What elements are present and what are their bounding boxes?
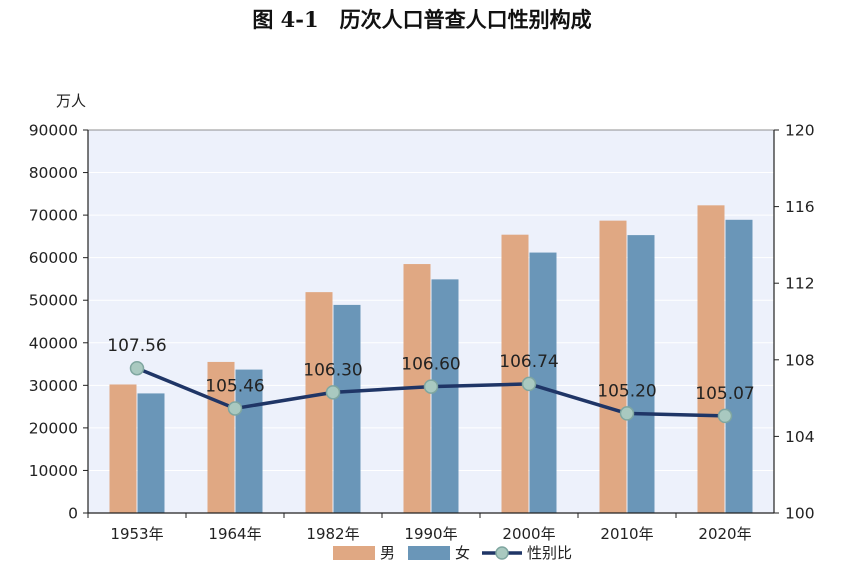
left-tick-label: 30000 [29,377,78,395]
right-tick-label: 100 [785,505,815,523]
right-tick-label: 108 [785,351,815,369]
sex-ratio-data-labels: 107.56 105.46 106.30 106.60 106.74 105.20 105.… [107,336,754,404]
sex-ratio-line-series [129,360,733,424]
sex-ratio-point [717,408,733,424]
sex-ratio-point [227,401,243,416]
sex-ratio-point [521,376,537,392]
bar-male [599,220,627,514]
x-tick-label: 1953年 [110,525,163,543]
sex-ratio-point [619,406,635,421]
left-tick-label: 90000 [29,122,78,140]
sex-ratio-point [129,360,145,376]
sex-ratio-data-label: 105.07 [695,384,754,404]
sex-ratio-data-label: 106.60 [401,355,460,375]
right-tick-label: 104 [785,428,815,446]
sex-ratio-data-label: 106.30 [303,360,362,380]
bar-male [207,361,235,513]
x-tick-label: 2020年 [698,525,751,543]
bar-male [305,292,333,513]
right-tick-label: 120 [785,122,815,140]
bar-male [501,234,529,514]
axes [87,129,775,514]
left-tick-label: 0 [68,505,78,523]
left-axis-ticks: 0 10000 20000 30000 40000 50000 60000 70000 8000… [29,122,88,523]
legend-swatch-female [408,546,450,560]
x-tick-label: 1990年 [404,525,457,543]
sex-ratio-point [325,385,341,400]
bar-female [725,219,753,513]
right-tick-label: 112 [785,275,815,293]
chart-title: 图 4-1 历次人口普查人口性别构成 [252,7,591,32]
bar-male [109,384,137,513]
x-tick-label: 1982年 [306,525,359,543]
x-axis-ticks: 1953年 1964年 1982年 1990年 2000年 2010年 2020年 [87,513,752,543]
legend-marker-sex-ratio [495,546,509,560]
y-axis-unit-label: 万人 [56,92,86,110]
bar-female [627,235,655,513]
legend-label-male: 男 [380,544,395,562]
bar-male [697,205,725,513]
sex-ratio-data-label: 105.46 [205,376,264,396]
sex-ratio-data-label: 106.74 [499,352,558,372]
sex-ratio-data-label: 107.56 [107,336,166,356]
right-axis-ticks: 100 104 108 112 116 120 [774,122,815,523]
x-tick-label: 1964年 [208,525,261,543]
left-tick-label: 60000 [29,249,78,267]
x-tick-label: 2010年 [600,525,653,543]
bar-female [137,393,165,513]
bar-female [333,304,361,513]
legend-label-sex-ratio: 性别比 [527,544,572,562]
legend-label-female: 女 [455,544,470,562]
left-tick-label: 80000 [29,164,78,182]
left-tick-label: 10000 [29,462,78,480]
left-tick-label: 20000 [29,419,78,437]
plot-area [88,130,774,513]
bar-series [109,205,753,514]
bar-female [431,279,459,513]
left-tick-label: 70000 [29,207,78,225]
left-tick-label: 40000 [29,334,78,352]
legend-swatch-male [333,546,375,560]
legend: 男 女 性别比 [333,544,572,562]
left-tick-label: 50000 [29,292,78,310]
sex-ratio-point [423,379,439,394]
right-tick-label: 116 [785,198,815,216]
x-tick-label: 2000年 [502,525,555,543]
sex-ratio-data-label: 105.20 [597,381,656,401]
bar-female [235,369,263,513]
